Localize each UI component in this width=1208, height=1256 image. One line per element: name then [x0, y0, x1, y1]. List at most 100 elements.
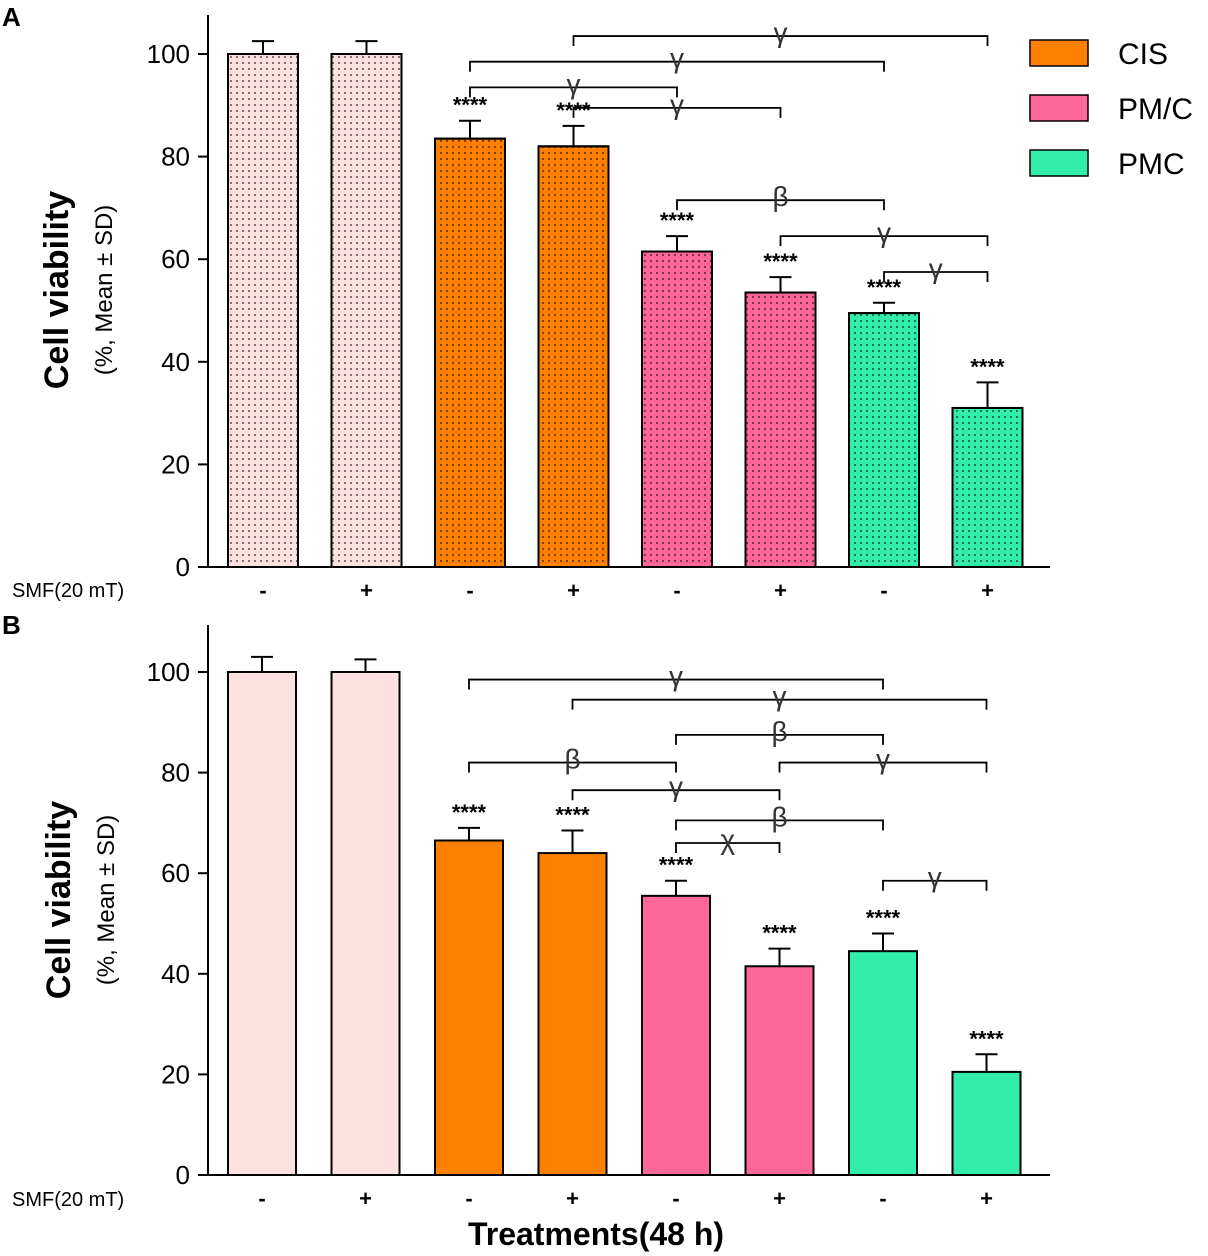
comparison-bracket: [882, 879, 988, 891]
y-tick-label: 0: [176, 552, 190, 582]
smf-sign: +: [980, 1186, 993, 1211]
significance-stars: ****: [762, 921, 797, 946]
smf-sign: -: [465, 1186, 472, 1211]
significance-stars: ****: [763, 249, 798, 274]
smf-sign: -: [259, 578, 266, 603]
smf-sign: +: [567, 578, 580, 603]
y-tick-label: 80: [161, 758, 190, 788]
significance-stars: ****: [555, 802, 590, 827]
smf-sign: -: [258, 1186, 265, 1211]
comparison-symbol: γ: [773, 681, 787, 712]
bar-pattern: [330, 53, 403, 568]
panel-b-ylabel: Cell viability: [40, 801, 78, 999]
comparison-bracket: [572, 106, 782, 118]
bar: [641, 894, 711, 1177]
y-tick-label: 100: [147, 39, 190, 69]
comparison-symbol: γ: [877, 217, 891, 248]
legend-label-cis: CIS: [1118, 38, 1168, 71]
legend-label-pmc: PMC: [1118, 148, 1185, 181]
smf-sign: -: [466, 578, 473, 603]
y-tick-label: 40: [161, 347, 190, 377]
comparison-symbol: γ: [670, 89, 684, 120]
bar-pattern: [744, 291, 817, 568]
comparison-bracket: [779, 235, 989, 247]
y-tick-label: 100: [147, 657, 190, 687]
legend: CIS PM/C PMC: [1029, 38, 1193, 181]
comparison-bracket: [572, 35, 989, 47]
significance-stars: ****: [660, 208, 695, 233]
panel-a-letter: A: [2, 2, 21, 32]
comparison-symbol: β: [564, 744, 580, 775]
smf-sign: -: [879, 1186, 886, 1211]
comparison-symbol: γ: [669, 771, 683, 802]
comparison-bracket: [676, 199, 885, 211]
comparison-bracket: [468, 761, 677, 773]
significance-stars: ****: [659, 853, 694, 878]
y-tick-label: 40: [161, 959, 190, 989]
panel-b-smf-label: SMF(20 mT): [12, 1189, 124, 1211]
legend-swatch-cis: [1029, 39, 1089, 67]
y-tick-label: 0: [176, 1160, 190, 1190]
comparison-symbol: β: [771, 716, 787, 747]
panel-b-bars: - + **** - **** + **** - **** + **** - **** +: [227, 655, 1022, 1211]
panel-a-bars: - +****-****+****-****+****-****+: [227, 40, 1024, 603]
comparison-bracket: [469, 86, 678, 98]
comparison-bracket: [675, 733, 884, 745]
comparison-symbol: γ: [928, 862, 942, 893]
bar-pattern: [951, 406, 1024, 568]
bar-pattern: [537, 145, 610, 568]
bar: [227, 671, 297, 1176]
comparison-symbol: γ: [929, 253, 943, 284]
comparison-bracket: [571, 789, 781, 801]
smf-sign: +: [981, 578, 994, 603]
comparison-bracket: [468, 678, 884, 690]
y-tick-label: 60: [161, 244, 190, 274]
panel-a-ylabel-sub: (%, Mean ± SD): [91, 205, 118, 376]
y-tick-label: 20: [161, 449, 190, 479]
bar: [434, 839, 504, 1176]
comparison-symbol: γ: [669, 661, 683, 692]
legend-swatch-pmc-slash: [1029, 94, 1089, 122]
bar: [537, 852, 608, 1177]
panel-a-ylabel: Cell viability: [38, 191, 76, 389]
comparison-symbol: γ: [876, 744, 890, 775]
comparison-symbol: γ: [670, 43, 684, 74]
significance-stars: ****: [969, 1026, 1004, 1051]
bar-pattern: [848, 312, 920, 568]
comparison-bracket: [571, 698, 988, 710]
bar: [848, 950, 918, 1176]
comparison-symbol: γ: [774, 17, 788, 48]
significance-stars: ****: [970, 354, 1005, 379]
panel-b-letter: B: [2, 610, 21, 640]
x-axis-title: Treatments(48 h): [468, 1216, 724, 1252]
smf-sign: +: [774, 578, 787, 603]
bar-pattern: [641, 250, 713, 568]
significance-stars: ****: [452, 800, 487, 825]
smf-sign: -: [673, 578, 680, 603]
bar: [744, 965, 815, 1176]
smf-sign: +: [566, 1186, 579, 1211]
smf-sign: -: [880, 578, 887, 603]
comparison-bracket: [778, 761, 988, 773]
panel-b: B Cell viability (%, Mean ± SD) SMF(20 m…: [2, 610, 1050, 1211]
legend-swatch-pmc: [1029, 149, 1089, 177]
smf-sign: +: [360, 578, 373, 603]
bar-pattern: [434, 137, 506, 569]
comparison-bracket: [469, 60, 885, 72]
smf-sign: -: [672, 1186, 679, 1211]
comparison-bracket: [883, 271, 989, 283]
y-tick-label: 20: [161, 1059, 190, 1089]
significance-stars: ****: [866, 906, 901, 931]
y-tick-label: 80: [161, 142, 190, 172]
panel-b-ylabel-sub: (%, Mean ± SD): [93, 815, 120, 986]
comparison-symbol: χ: [720, 824, 735, 855]
comparison-symbol: β: [772, 181, 788, 212]
comparison-bracket: [675, 819, 884, 831]
panel-a: A Cell viability (%, Mean ± SD) SMF(20 m…: [2, 2, 1050, 603]
smf-sign: +: [359, 1186, 372, 1211]
comparison-symbol: γ: [567, 68, 581, 99]
bar: [330, 671, 401, 1176]
comparison-symbol: β: [771, 801, 787, 832]
